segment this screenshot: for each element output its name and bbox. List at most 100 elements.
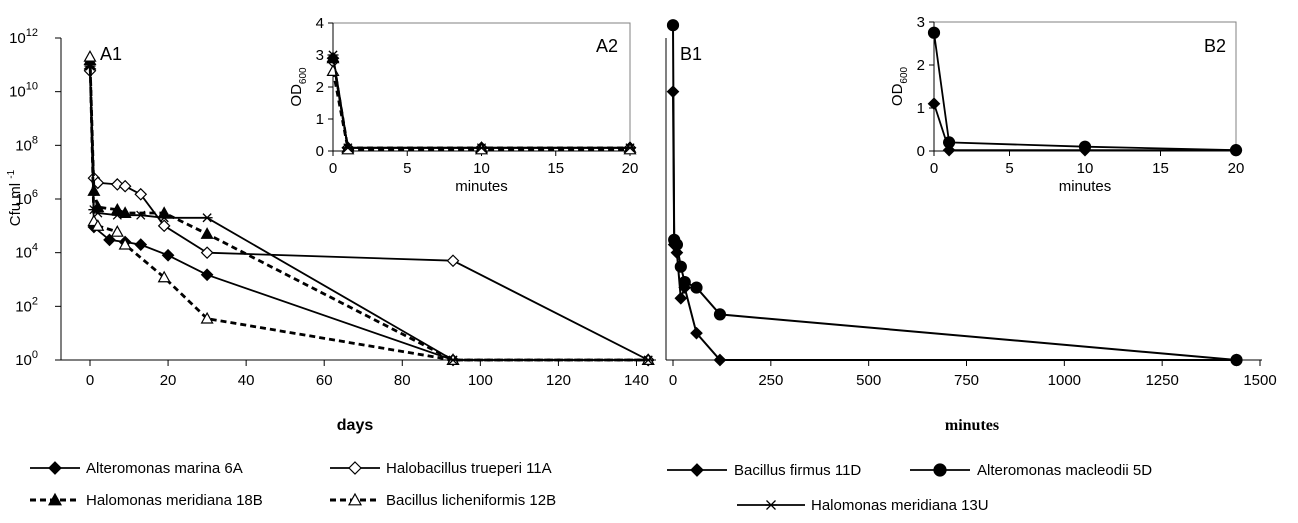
- legend-label: Halomonas meridiana 18B: [86, 492, 263, 509]
- x-tick-label: 40: [238, 372, 255, 389]
- data-point: [200, 227, 214, 239]
- data-point: [713, 353, 727, 367]
- data-point: [670, 238, 684, 251]
- y-tick-label: 3: [917, 14, 925, 31]
- y-tick-label: 3: [316, 47, 324, 64]
- x-tick-label: 20: [160, 372, 177, 389]
- data-point: [157, 270, 171, 283]
- x-tick-label: 10: [1077, 160, 1094, 177]
- data-point: [1230, 353, 1243, 367]
- b1-series: [666, 19, 1243, 367]
- y-tick-label: 1: [316, 111, 324, 128]
- data-point: [678, 276, 691, 289]
- b1-x-axis-label: minutes: [945, 417, 999, 434]
- legend-item: Bacillus licheniformis 12B: [330, 492, 556, 509]
- data-point: [342, 143, 354, 153]
- x-tick-label: 5: [1005, 160, 1013, 177]
- legend-marker: [690, 463, 704, 477]
- data-point: [1078, 140, 1092, 153]
- data-point: [110, 225, 124, 237]
- b1-x-ticks: 0 250 500 750 1000 1250 1500: [669, 360, 1277, 389]
- data-point: [1229, 144, 1243, 157]
- x-tick-label: 15: [547, 160, 564, 177]
- x-tick-label: 1500: [1243, 372, 1276, 389]
- data-point: [690, 281, 703, 294]
- a1-panel-label: A1: [100, 44, 122, 64]
- legend-label: Bacillus licheniformis 12B: [386, 492, 556, 509]
- x-tick-label: 1250: [1145, 372, 1178, 389]
- data-point: [118, 237, 132, 250]
- legend-marker: [933, 463, 947, 477]
- x-tick-label: 100: [468, 372, 493, 389]
- data-point: [158, 213, 170, 223]
- x-tick-label: 15: [1152, 160, 1169, 177]
- inset-x-axis-label: minutes: [1059, 178, 1112, 195]
- legend-item: Alteromonas marina 6A: [30, 460, 243, 477]
- b1-panel-label: B1: [680, 44, 702, 64]
- data-point: [92, 208, 104, 218]
- data-point: [84, 61, 96, 71]
- inset-background: [329, 13, 636, 151]
- inset-panel-label: A2: [596, 36, 618, 56]
- y-tick-label: 0: [316, 143, 324, 160]
- y-tick-label: 2: [917, 57, 925, 74]
- data-point: [161, 248, 175, 262]
- legend: Alteromonas marina 6A Halobacillus truepe…: [30, 460, 1152, 514]
- x-tick-label: 60: [316, 372, 333, 389]
- a1-x-axis-label: days: [337, 417, 374, 434]
- inset-b2: 0 1 2 3 0 5 10 15 20 minutes OD600 B2: [889, 12, 1244, 195]
- legend-item: Bacillus firmus 11D: [667, 462, 861, 479]
- x-tick-label: 140: [624, 372, 649, 389]
- inset-border: [934, 21, 1237, 151]
- inset-y-axis-label: OD600: [889, 66, 910, 106]
- x-tick-label: 500: [856, 372, 881, 389]
- y-tick-label: 1: [917, 100, 925, 117]
- data-point: [83, 50, 97, 62]
- x-tick-label: 0: [329, 160, 337, 177]
- legend-label: Alteromonas marina 6A: [86, 460, 243, 477]
- inset-x-axis-label: minutes: [455, 178, 508, 195]
- inset-series: [927, 26, 1243, 157]
- legend-label: Alteromonas macleodii 5D: [977, 462, 1152, 479]
- data-point: [200, 246, 214, 260]
- data-point: [135, 210, 147, 220]
- series-line: [332, 54, 630, 149]
- x-tick-label: 1000: [1048, 372, 1081, 389]
- legend-marker: [348, 461, 362, 475]
- data-point: [91, 219, 105, 231]
- y-tick-label: 106: [15, 188, 38, 208]
- data-point: [942, 136, 956, 149]
- x-tick-label: 0: [930, 160, 938, 177]
- inset-y-axis-label: OD600: [288, 67, 309, 107]
- x-tick-label: 5: [403, 160, 411, 177]
- y-tick-label: 1010: [9, 81, 38, 101]
- legend-marker: [47, 492, 63, 506]
- legend-label: Bacillus firmus 11D: [734, 462, 861, 479]
- legend-item: Halomonas meridiana 13U: [737, 497, 989, 514]
- x-tick-label: 750: [954, 372, 979, 389]
- data-point: [713, 308, 727, 321]
- series-line: [933, 32, 1237, 151]
- inset-a2: 0 1 2 3 4 0 5 10 15 20 minutes OD600 A2: [288, 13, 638, 195]
- data-point: [927, 26, 941, 39]
- x-tick-label: 0: [669, 372, 677, 389]
- x-tick-label: 10: [473, 160, 490, 177]
- data-point: [103, 233, 116, 247]
- data-point: [666, 19, 680, 32]
- inset-background: [930, 12, 1242, 151]
- data-point: [476, 143, 487, 153]
- data-point: [927, 97, 941, 111]
- a1-series: [83, 50, 655, 367]
- y-tick-label: 102: [15, 295, 38, 315]
- y-tick-label: 2: [316, 79, 324, 96]
- y-tick-label: 104: [15, 242, 38, 262]
- a1-y-axis-label: Cfu ml -1: [6, 169, 24, 226]
- legend-marker: [48, 461, 62, 475]
- x-tick-label: 0: [86, 372, 94, 389]
- data-point: [624, 143, 636, 153]
- data-point: [446, 254, 460, 268]
- x-tick-label: 250: [758, 372, 783, 389]
- data-point: [327, 50, 339, 60]
- data-point: [674, 291, 688, 305]
- data-point: [447, 355, 459, 365]
